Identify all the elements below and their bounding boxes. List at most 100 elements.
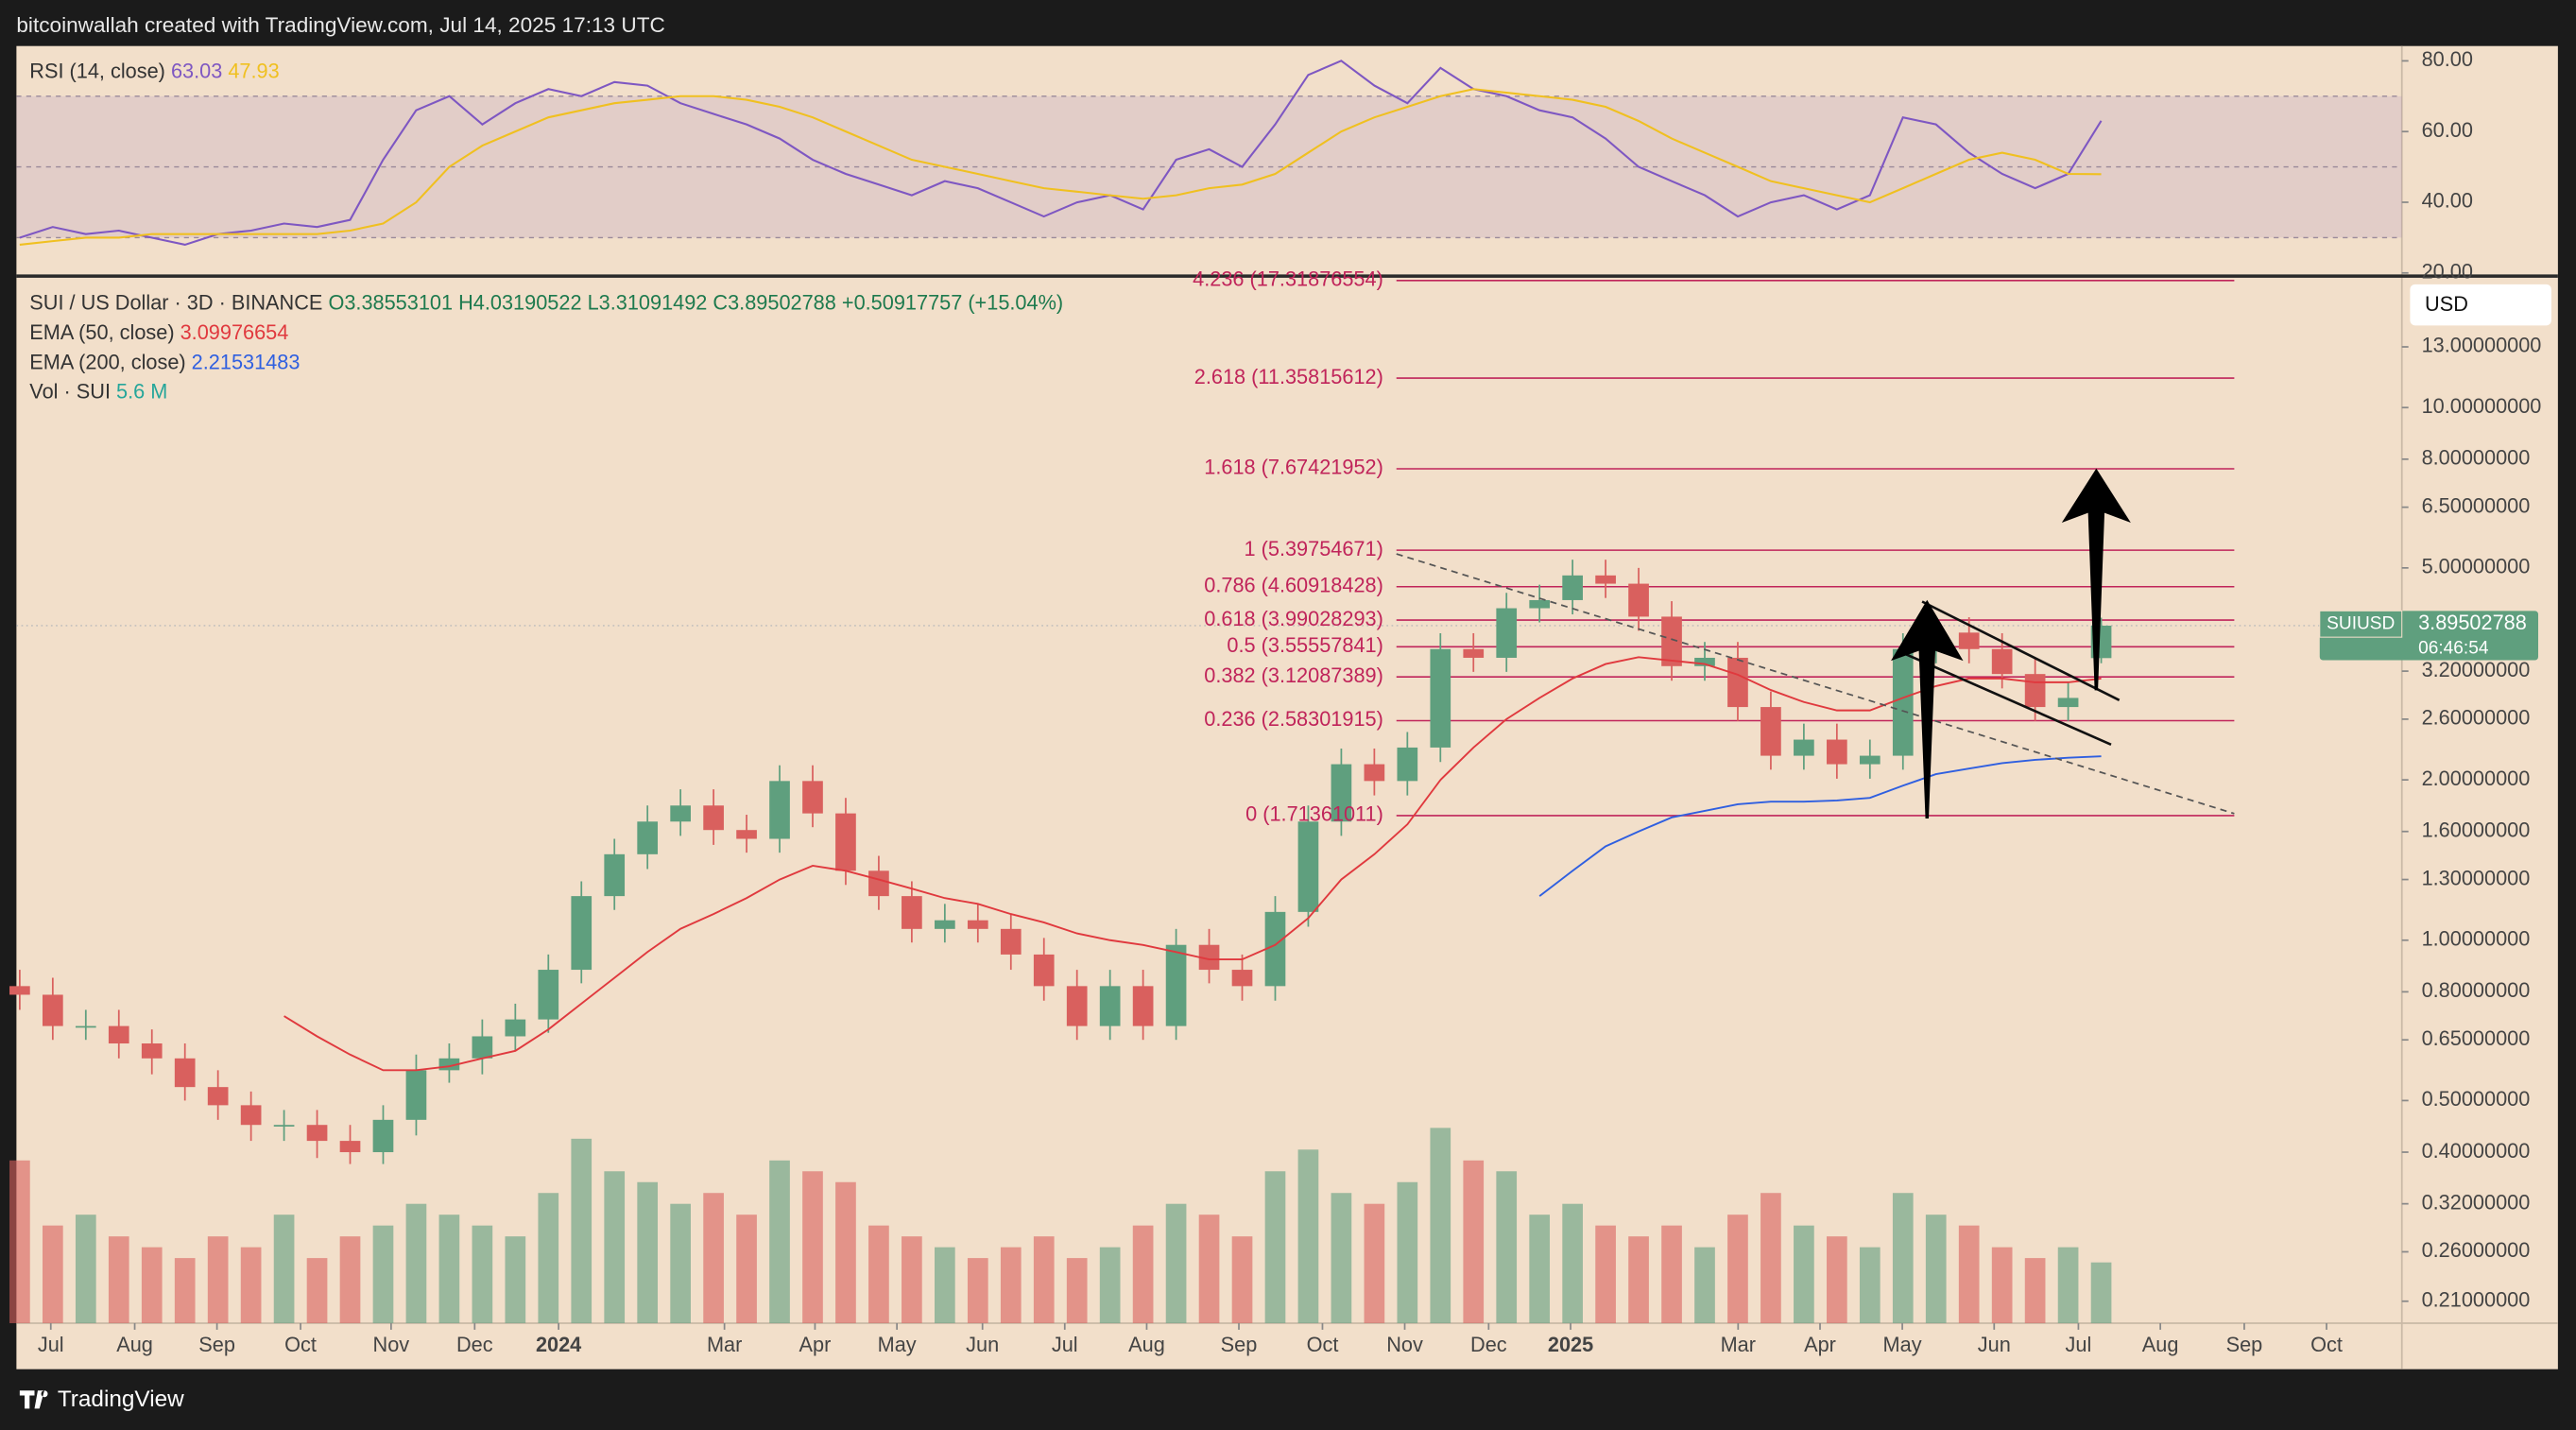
legend-name: Vol · SUI <box>29 379 111 403</box>
y-tick-label: 2.00000000 <box>2422 767 2531 790</box>
candle-body <box>207 1087 229 1106</box>
back-layer <box>9 95 2402 1323</box>
volume-bar <box>273 1215 295 1323</box>
fib-label: 0.618 (3.99028293) <box>1204 607 1383 630</box>
y-tick-label: 0.32000000 <box>2422 1190 2531 1214</box>
volume-bar <box>637 1181 659 1323</box>
volume-bar <box>1132 1225 1154 1323</box>
candle-body <box>769 781 790 839</box>
price-tag-value: 3.89502788 <box>2418 611 2527 634</box>
candle-body <box>273 1125 295 1127</box>
candle-body <box>9 986 30 995</box>
volume-bar <box>1562 1203 1583 1323</box>
top-layer: 80.00 60.00 40.00 20.00 13.00000000 10.000000… <box>38 47 2542 1356</box>
currency-button[interactable] <box>2410 284 2551 326</box>
arrow <box>1891 599 1964 819</box>
y-tick-label: 10.00000000 <box>2422 394 2542 418</box>
x-tick-label: 2024 <box>536 1333 581 1356</box>
symbol-title: SUI / US Dollar · 3D · BINANCE <box>29 290 322 314</box>
candle-body <box>935 920 955 929</box>
candle-body <box>1760 707 1781 756</box>
candle-body <box>604 853 626 897</box>
volume-bar <box>405 1203 427 1323</box>
candle-body <box>1231 970 1253 987</box>
candle-body <box>75 1025 96 1028</box>
y-tick-label: 0.26000000 <box>2422 1238 2531 1262</box>
volume-bar <box>1925 1215 1947 1323</box>
legend-name: EMA (200, close) <box>29 350 185 373</box>
y-tick-label: 1.30000000 <box>2422 866 2531 889</box>
candle-body <box>1099 986 1121 1026</box>
fib-label: 0.236 (2.58301915) <box>1204 707 1383 731</box>
fib-label: 0.5 (3.55557841) <box>1227 633 1382 657</box>
x-tick-label: Jul <box>2066 1333 2092 1356</box>
candle-body <box>868 870 889 897</box>
candle-body <box>472 1036 493 1059</box>
ema-line <box>283 656 2102 1072</box>
volume-bar <box>1892 1193 1914 1323</box>
volume-bar <box>1661 1225 1682 1323</box>
y-tick-label: 0.50000000 <box>2422 1087 2531 1111</box>
candle-body <box>1827 739 1847 765</box>
arrow <box>2061 468 2131 691</box>
candle-body <box>1991 648 2013 675</box>
candle-body <box>1331 764 1352 822</box>
x-tick-label: Aug <box>2142 1333 2179 1356</box>
volume-bar <box>802 1171 823 1323</box>
volume-bar <box>108 1236 129 1323</box>
volume-bar <box>1628 1236 1649 1323</box>
x-tick-label: Apr <box>799 1333 832 1356</box>
ema200-legend: EMA (200, close) 2.21531483 <box>29 350 300 373</box>
y-tick-label: 40.00 <box>2422 189 2473 213</box>
volume-bar <box>1859 1247 1880 1323</box>
y-tick-label: 1.60000000 <box>2422 818 2531 841</box>
x-tick-label: May <box>878 1333 917 1356</box>
volume-bar <box>75 1215 96 1323</box>
ohlc: H4.03190522 <box>458 290 581 314</box>
volume-legend: Vol · SUI 5.6 M <box>29 379 167 403</box>
candle-body <box>1264 911 1286 987</box>
y-tick-label: 3.20000000 <box>2422 658 2531 681</box>
x-tick-label: Nov <box>373 1333 410 1356</box>
header-text: bitcoinwallah created with TradingView.c… <box>16 13 664 37</box>
volume-bar <box>1264 1171 1286 1323</box>
y-tick-label: 1.00000000 <box>2422 927 2531 951</box>
legend-value: 3.09976654 <box>180 320 289 344</box>
volume-bar <box>1198 1215 1220 1323</box>
candle-body <box>736 830 757 839</box>
candle-body <box>1892 648 1914 756</box>
footer-logo <box>19 1390 48 1409</box>
candle-body <box>2024 674 2046 708</box>
candle-body <box>372 1119 394 1153</box>
volume-bar <box>1430 1128 1451 1323</box>
x-tick-label: Jul <box>1052 1333 1078 1356</box>
fib-label: 0 (1.71361011) <box>1245 802 1383 826</box>
price-legend: SUI / US Dollar · 3D · BINANCE O3.385531… <box>29 290 1063 314</box>
x-tick-label: Mar <box>707 1333 742 1356</box>
x-tick-label: Jul <box>38 1333 64 1356</box>
volume-bar <box>2057 1247 2079 1323</box>
volume-bar <box>2024 1258 2046 1323</box>
volume-bar <box>339 1236 361 1323</box>
legend-value: 5.6 M <box>116 379 167 403</box>
candle-body <box>902 896 922 929</box>
x-tick-label: 2025 <box>1548 1333 1593 1356</box>
volume-bar <box>1066 1258 1088 1323</box>
candle-body <box>835 813 856 871</box>
candle-body <box>1727 657 1748 708</box>
rsi-ma-last: 47.93 <box>228 59 279 82</box>
volume-bar <box>604 1171 626 1323</box>
volume-bar <box>935 1247 955 1323</box>
candle-body <box>339 1141 361 1153</box>
currency-label[interactable]: USD <box>2425 292 2468 316</box>
trend-line <box>1396 553 2235 815</box>
volume-bar <box>1099 1247 1121 1323</box>
main-layer <box>9 60 2112 1164</box>
y-tick-label: 13.00000000 <box>2422 334 2542 357</box>
candle-body <box>1430 648 1451 748</box>
volume-bar <box>505 1236 526 1323</box>
candle-body <box>1165 944 1187 1026</box>
candle-body <box>2057 698 2079 708</box>
